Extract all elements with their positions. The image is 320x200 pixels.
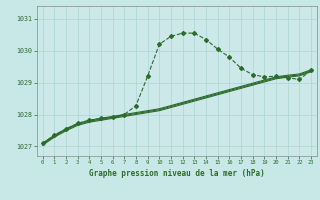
X-axis label: Graphe pression niveau de la mer (hPa): Graphe pression niveau de la mer (hPa) xyxy=(89,169,265,178)
